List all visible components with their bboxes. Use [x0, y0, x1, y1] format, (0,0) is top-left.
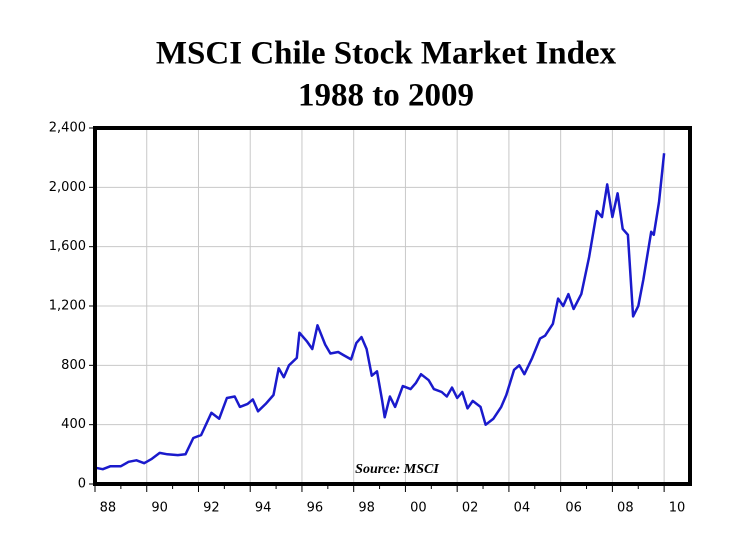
x-tick-label: 98 [358, 501, 375, 516]
y-tick-label: 0 [78, 477, 86, 492]
x-tick-label: 08 [617, 501, 634, 516]
chart-subtitle: 1988 to 2009 [298, 78, 474, 114]
x-tick-label: 04 [514, 501, 531, 516]
y-tick-label: 2,000 [49, 180, 86, 195]
x-tick-label: 88 [100, 501, 117, 516]
x-tick-label: 92 [203, 501, 220, 516]
price-line [94, 153, 666, 471]
x-tick-label: 90 [151, 501, 168, 516]
x-tick-label: 00 [410, 501, 427, 516]
source-note: Source: MSCI [355, 462, 439, 477]
x-tick-label: 96 [307, 501, 324, 516]
plot-frame [93, 126, 692, 486]
y-tick-label: 400 [61, 417, 86, 432]
x-tick-label: 06 [565, 501, 582, 516]
x-tick-label: 94 [255, 501, 272, 516]
y-tick-label: 2,400 [49, 121, 86, 136]
y-tick-label: 1,200 [49, 299, 86, 314]
y-tick-label: 1,600 [49, 239, 86, 254]
y-tick-label: 800 [61, 358, 86, 373]
x-tick-label: 02 [462, 501, 479, 516]
x-tick-label: 10 [669, 501, 686, 516]
chart-title: MSCI Chile Stock Market Index [156, 36, 617, 72]
